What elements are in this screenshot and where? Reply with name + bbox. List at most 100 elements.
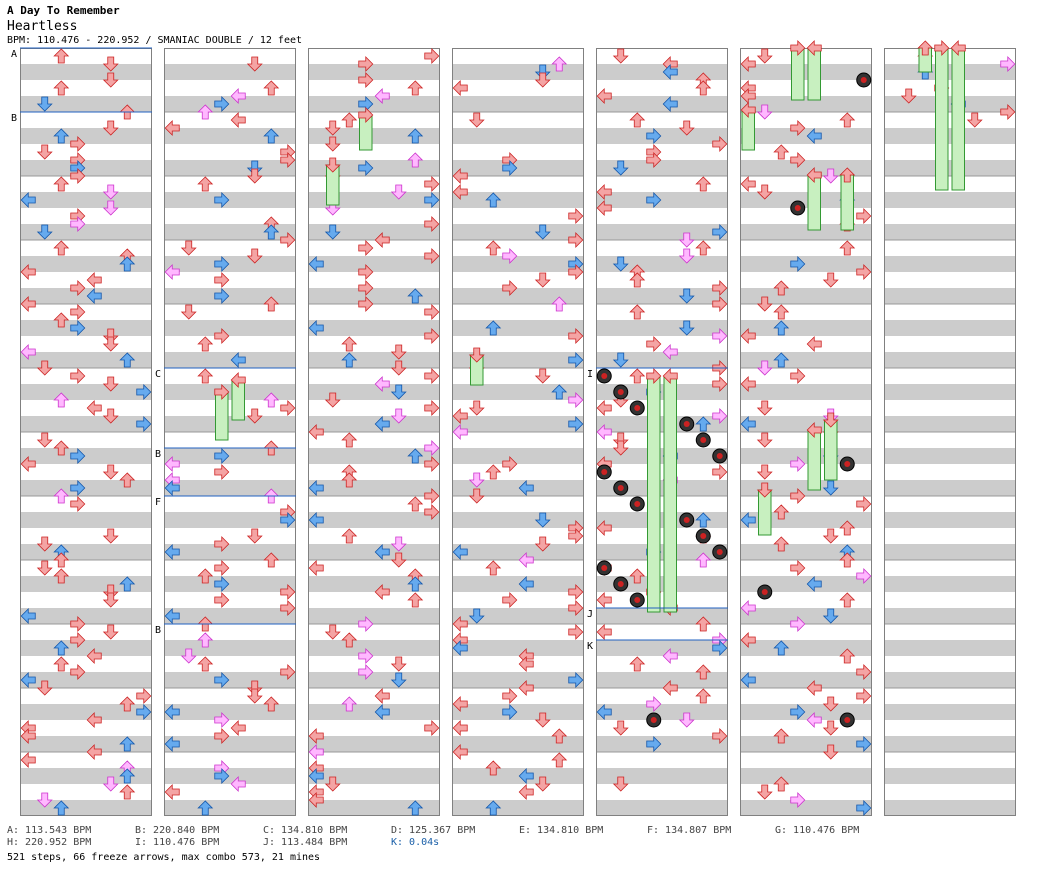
step-arrow [712, 408, 728, 424]
beat-stripe [884, 160, 1016, 176]
beat-stripe [308, 704, 440, 720]
step-arrow [246, 160, 263, 176]
mine-core [700, 533, 707, 539]
beat-stripe [596, 128, 728, 144]
step-arrow [695, 176, 712, 192]
beat-stripe [164, 96, 296, 112]
step-arrow [629, 368, 646, 384]
beat-stripe [20, 736, 152, 752]
beat-stripe [884, 128, 1016, 144]
step-arrow [70, 280, 86, 296]
beat-stripe [740, 192, 872, 208]
step-arrow [136, 704, 152, 720]
chart-column [596, 48, 728, 816]
step-arrow [502, 160, 518, 176]
step-arrow [214, 712, 230, 728]
beat-stripe [740, 768, 872, 784]
step-arrow [839, 648, 856, 664]
step-arrow [102, 464, 119, 480]
beat-stripe [596, 160, 728, 176]
step-arrow [407, 288, 424, 304]
beat-stripe [308, 640, 440, 656]
step-arrow [390, 656, 407, 672]
mine [596, 464, 612, 480]
beat-stripe [740, 96, 872, 112]
beat-stripe [884, 544, 1016, 560]
step-arrow [678, 288, 695, 304]
beat-stripe [308, 416, 440, 432]
mine [596, 560, 612, 576]
step-arrow [695, 552, 712, 568]
step-arrow [806, 712, 822, 728]
beat-stripe [308, 544, 440, 560]
beat-stripe [596, 544, 728, 560]
step-arrow [534, 64, 551, 80]
step-arrow [806, 576, 822, 592]
step-arrow [308, 512, 324, 528]
step-arrow [53, 656, 70, 672]
step-arrow [36, 144, 53, 160]
chart-column [20, 48, 152, 816]
step-arrow [917, 40, 934, 56]
step-arrow [712, 376, 728, 392]
beat-stripe [20, 448, 152, 464]
beat-stripe [740, 320, 872, 336]
step-arrow [452, 744, 468, 760]
freeze-arrow [807, 174, 821, 231]
step-arrow [452, 720, 468, 736]
step-arrow [612, 256, 629, 272]
beat-stripe [164, 352, 296, 368]
step-arrow [568, 232, 584, 248]
step-arrow [424, 440, 440, 456]
beat-stripe [596, 320, 728, 336]
beat-stripe [884, 704, 1016, 720]
step-arrow [246, 688, 263, 704]
beat-stripe [308, 672, 440, 688]
step-arrow [214, 560, 230, 576]
step-arrow [790, 120, 806, 136]
step-arrow [468, 347, 485, 363]
legend-stop-k: K: 0.04s [391, 837, 440, 848]
beat-stripe [308, 800, 440, 816]
beat-stripe [884, 512, 1016, 528]
step-arrow [856, 568, 872, 584]
step-arrow [358, 616, 374, 632]
beat-stripe [452, 544, 584, 560]
beat-stripe [884, 448, 1016, 464]
beat-stripe [596, 192, 728, 208]
step-arrow [468, 608, 485, 624]
beat-stripe [164, 384, 296, 400]
step-arrow [568, 416, 584, 432]
step-arrow [534, 512, 551, 528]
beat-stripe [20, 672, 152, 688]
mine-core [860, 77, 867, 83]
step-arrow [390, 184, 407, 200]
freeze-arrow [824, 419, 838, 481]
step-arrow [86, 744, 102, 760]
step-arrow [568, 264, 584, 280]
mine-core [601, 469, 608, 475]
step-arrow [86, 288, 102, 304]
step-arrow [534, 712, 551, 728]
step-arrow [468, 112, 485, 128]
step-arrow [119, 768, 136, 784]
step-arrow [20, 192, 36, 208]
legend-bpm-g: G: 110.476 BPM [775, 825, 860, 836]
step-arrow [374, 416, 390, 432]
step-arrow [358, 296, 374, 312]
beat-stripe [308, 384, 440, 400]
step-arrow [214, 672, 230, 688]
beat-stripe [596, 288, 728, 304]
step-arrow [822, 480, 839, 496]
step-arrow [119, 472, 136, 488]
step-arrow [341, 352, 358, 368]
step-arrow [740, 56, 756, 72]
beat-stripe [20, 576, 152, 592]
step-arrow [596, 88, 612, 104]
chart-column [452, 48, 584, 816]
step-arrow [53, 440, 70, 456]
step-arrow [568, 624, 584, 640]
step-arrow [164, 608, 180, 624]
beat-stripe [596, 96, 728, 112]
beat-stripe [20, 288, 152, 304]
